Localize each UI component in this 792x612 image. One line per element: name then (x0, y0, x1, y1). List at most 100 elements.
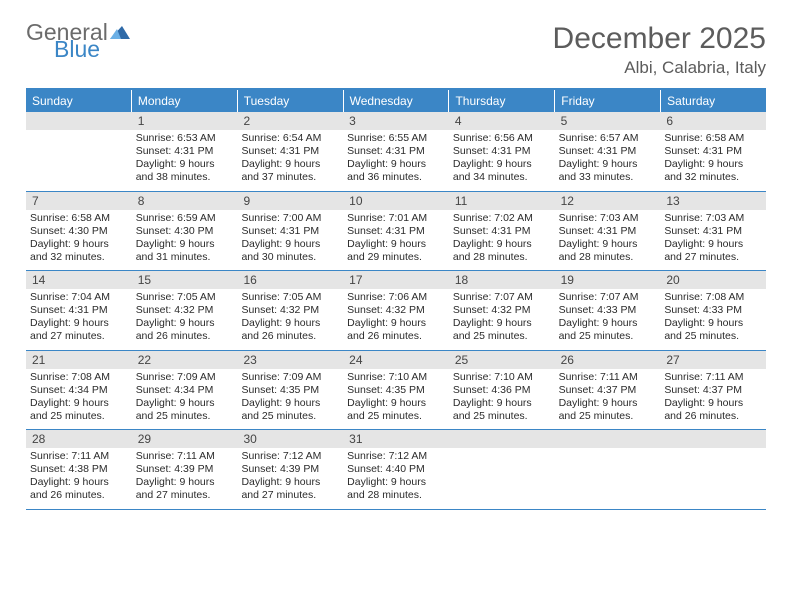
day-line: and 38 minutes. (136, 171, 234, 184)
day-line: Sunset: 4:32 PM (136, 304, 234, 317)
week-row: 7Sunrise: 6:58 AMSunset: 4:30 PMDaylight… (26, 192, 766, 272)
day-line: Sunset: 4:39 PM (241, 463, 339, 476)
day-body: Sunrise: 7:09 AMSunset: 4:35 PMDaylight:… (237, 369, 343, 430)
day-of-week-header: Wednesday (344, 90, 450, 112)
day-line: Sunset: 4:37 PM (559, 384, 657, 397)
day-body: Sunrise: 7:00 AMSunset: 4:31 PMDaylight:… (237, 210, 343, 271)
day-cell: 15Sunrise: 7:05 AMSunset: 4:32 PMDayligh… (132, 271, 238, 350)
day-cell: 19Sunrise: 7:07 AMSunset: 4:33 PMDayligh… (555, 271, 661, 350)
day-line: Sunrise: 7:00 AM (241, 212, 339, 225)
day-line: Sunset: 4:31 PM (664, 145, 762, 158)
day-number: 8 (132, 192, 238, 210)
day-line: Sunset: 4:31 PM (347, 225, 445, 238)
day-cell: 7Sunrise: 6:58 AMSunset: 4:30 PMDaylight… (26, 192, 132, 271)
day-line: and 26 minutes. (30, 489, 128, 502)
day-line: Sunset: 4:32 PM (241, 304, 339, 317)
day-line: and 25 minutes. (559, 410, 657, 423)
day-line: Daylight: 9 hours (559, 317, 657, 330)
day-number: 16 (237, 271, 343, 289)
day-cell: 27Sunrise: 7:11 AMSunset: 4:37 PMDayligh… (660, 351, 766, 430)
day-number: 12 (555, 192, 661, 210)
day-number: 6 (660, 112, 766, 130)
day-line: Daylight: 9 hours (453, 238, 551, 251)
day-line: Daylight: 9 hours (136, 238, 234, 251)
day-cell: 5Sunrise: 6:57 AMSunset: 4:31 PMDaylight… (555, 112, 661, 191)
day-line: and 32 minutes. (664, 171, 762, 184)
day-number: 19 (555, 271, 661, 289)
day-line: Daylight: 9 hours (136, 158, 234, 171)
day-line: Sunrise: 7:08 AM (30, 371, 128, 384)
week-row: 28Sunrise: 7:11 AMSunset: 4:38 PMDayligh… (26, 430, 766, 510)
day-body: Sunrise: 7:11 AMSunset: 4:37 PMDaylight:… (660, 369, 766, 430)
day-cell (555, 430, 661, 509)
day-cell: 21Sunrise: 7:08 AMSunset: 4:34 PMDayligh… (26, 351, 132, 430)
day-line: Sunset: 4:35 PM (241, 384, 339, 397)
day-body: Sunrise: 7:02 AMSunset: 4:31 PMDaylight:… (449, 210, 555, 271)
day-line: Sunrise: 7:01 AM (347, 212, 445, 225)
day-body: Sunrise: 6:58 AMSunset: 4:30 PMDaylight:… (26, 210, 132, 271)
day-line: and 27 minutes. (241, 489, 339, 502)
day-line: and 27 minutes. (30, 330, 128, 343)
week-row: 1Sunrise: 6:53 AMSunset: 4:31 PMDaylight… (26, 112, 766, 192)
day-line: Sunset: 4:35 PM (347, 384, 445, 397)
day-body: Sunrise: 7:12 AMSunset: 4:40 PMDaylight:… (343, 448, 449, 509)
day-cell: 23Sunrise: 7:09 AMSunset: 4:35 PMDayligh… (237, 351, 343, 430)
day-line: Daylight: 9 hours (136, 317, 234, 330)
day-line: Daylight: 9 hours (664, 397, 762, 410)
header: GeneralBlue December 2025 Albi, Calabria… (26, 22, 766, 78)
day-line: Sunset: 4:31 PM (559, 225, 657, 238)
day-line: and 28 minutes. (559, 251, 657, 264)
day-cell: 14Sunrise: 7:04 AMSunset: 4:31 PMDayligh… (26, 271, 132, 350)
day-line: and 26 minutes. (241, 330, 339, 343)
day-line: Sunrise: 7:06 AM (347, 291, 445, 304)
day-line: and 28 minutes. (347, 489, 445, 502)
day-line: Sunrise: 7:07 AM (559, 291, 657, 304)
day-of-week-header: Friday (555, 90, 661, 112)
day-line: Sunset: 4:32 PM (453, 304, 551, 317)
day-line: Sunrise: 6:58 AM (664, 132, 762, 145)
day-line: Sunrise: 7:12 AM (241, 450, 339, 463)
day-line: Daylight: 9 hours (347, 238, 445, 251)
day-line: Daylight: 9 hours (241, 317, 339, 330)
day-number: 31 (343, 430, 449, 448)
day-line: and 37 minutes. (241, 171, 339, 184)
day-body: Sunrise: 7:11 AMSunset: 4:38 PMDaylight:… (26, 448, 132, 509)
day-line: Sunrise: 7:11 AM (136, 450, 234, 463)
day-cell: 26Sunrise: 7:11 AMSunset: 4:37 PMDayligh… (555, 351, 661, 430)
day-line: Sunset: 4:38 PM (30, 463, 128, 476)
logo: GeneralBlue (26, 22, 131, 59)
day-line: and 26 minutes. (136, 330, 234, 343)
day-number: 21 (26, 351, 132, 369)
day-cell: 16 Sunrise: 7:05 AMSunset: 4:32 PMDayligh… (237, 271, 343, 350)
day-cell: 10Sunrise: 7:01 AMSunset: 4:31 PMDayligh… (343, 192, 449, 271)
day-line: Sunrise: 6:55 AM (347, 132, 445, 145)
day-line: Daylight: 9 hours (347, 317, 445, 330)
day-line: Daylight: 9 hours (30, 317, 128, 330)
day-line: Sunrise: 7:04 AM (30, 291, 128, 304)
day-line: Daylight: 9 hours (241, 476, 339, 489)
day-line: and 25 minutes. (559, 330, 657, 343)
day-line: Sunrise: 7:03 AM (559, 212, 657, 225)
day-cell (26, 112, 132, 191)
day-line: Sunrise: 7:05 AM (136, 291, 234, 304)
day-line: Sunrise: 7:10 AM (347, 371, 445, 384)
day-cell: 31Sunrise: 7:12 AMSunset: 4:40 PMDayligh… (343, 430, 449, 509)
day-body: Sunrise: 7:07 AMSunset: 4:33 PMDaylight:… (555, 289, 661, 350)
day-number: 11 (449, 192, 555, 210)
day-line: and 25 minutes. (664, 330, 762, 343)
day-cell: 13Sunrise: 7:03 AMSunset: 4:31 PMDayligh… (660, 192, 766, 271)
day-line: and 26 minutes. (664, 410, 762, 423)
day-cell (660, 430, 766, 509)
day-line: Sunrise: 7:05 AM (241, 291, 339, 304)
day-number: 28 (26, 430, 132, 448)
day-of-week-row: SundayMondayTuesdayWednesdayThursdayFrid… (26, 90, 766, 112)
day-number: 20 (660, 271, 766, 289)
day-cell: 6Sunrise: 6:58 AMSunset: 4:31 PMDaylight… (660, 112, 766, 191)
logo-text-blue: Blue (54, 39, 131, 60)
day-number (26, 112, 132, 130)
day-number: 7 (26, 192, 132, 210)
day-cell: 11Sunrise: 7:02 AMSunset: 4:31 PMDayligh… (449, 192, 555, 271)
day-line: and 29 minutes. (347, 251, 445, 264)
day-line: Sunset: 4:31 PM (241, 225, 339, 238)
day-cell: 2Sunrise: 6:54 AMSunset: 4:31 PMDaylight… (237, 112, 343, 191)
